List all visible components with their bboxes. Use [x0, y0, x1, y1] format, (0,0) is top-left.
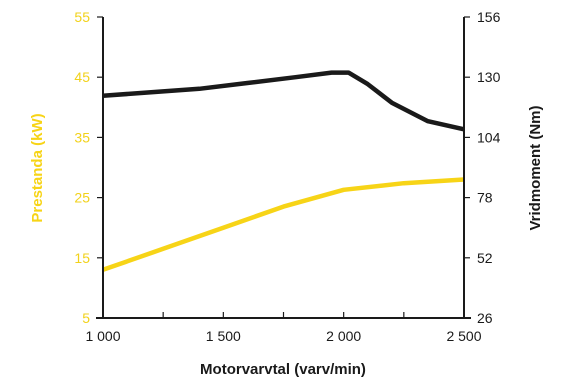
left-tick-label: 5 — [82, 310, 90, 326]
right-tick-label: 104 — [477, 129, 501, 145]
right-tick-label: 156 — [477, 9, 501, 25]
x-axis-ticks: 1 000 1 500 2 000 2 500 — [85, 312, 482, 344]
x-axis-title: Motorvarvtal (varv/min) — [200, 361, 366, 378]
left-axis-ticks: 5 15 25 35 45 55 — [74, 9, 103, 326]
torque-series-line — [102, 70, 465, 132]
power-series-line — [102, 177, 465, 272]
left-axis-title: Prestanda (kW) — [29, 113, 46, 222]
left-tick-label: 35 — [74, 129, 90, 145]
x-tick-label: 2 500 — [446, 328, 481, 344]
right-tick-label: 26 — [477, 310, 493, 326]
left-tick-label: 45 — [74, 69, 90, 85]
right-tick-label: 78 — [477, 190, 493, 206]
right-tick-label: 52 — [477, 250, 493, 266]
right-tick-label: 130 — [477, 69, 501, 85]
right-axis-title: Vridmoment (Nm) — [527, 105, 544, 230]
series-lines — [102, 70, 465, 272]
x-tick-label: 2 000 — [326, 328, 361, 344]
left-tick-label: 15 — [74, 250, 90, 266]
left-tick-label: 25 — [74, 190, 90, 206]
left-tick-label: 55 — [74, 9, 90, 25]
x-tick-label: 1 000 — [85, 328, 120, 344]
x-tick-label: 1 500 — [206, 328, 241, 344]
right-axis-ticks: 26 52 78 104 130 156 — [464, 9, 501, 326]
